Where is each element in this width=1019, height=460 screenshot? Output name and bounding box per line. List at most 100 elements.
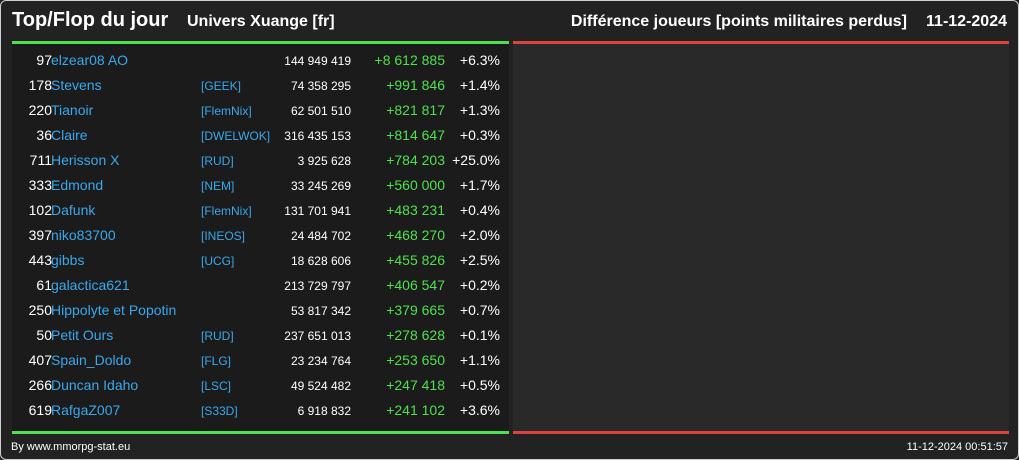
points-difference: +784 203 (386, 152, 445, 168)
points-difference: +241 102 (386, 402, 445, 418)
flop-accent-bar-bottom (513, 431, 1009, 434)
player-rank: 36 (36, 127, 52, 143)
player-name-link[interactable]: Edmond (51, 177, 104, 193)
points-difference: +8 612 885 (374, 52, 445, 68)
top-accent-bar-bottom (12, 431, 509, 434)
player-name-link[interactable]: Duncan Idaho (51, 377, 139, 393)
universe-label: Univers Xuange [fr] (187, 13, 335, 30)
alliance-link[interactable]: [FLG] (201, 354, 232, 368)
table-row: 266 Duncan Idaho [LSC] 49 524 482 +247 4… (12, 373, 509, 398)
player-points: 6 918 832 (297, 404, 351, 418)
player-rank: 711 (29, 152, 52, 168)
player-name-link[interactable]: elzear08 AO (51, 52, 129, 68)
player-rank: 97 (36, 52, 52, 68)
points-difference: +379 665 (386, 302, 445, 318)
player-points: 213 729 797 (284, 279, 351, 293)
table-row: 443 gibbs [UCG] 18 628 606 +455 826 +2.5… (12, 248, 509, 273)
points-difference: +814 647 (386, 127, 445, 143)
points-difference: +991 846 (386, 77, 445, 93)
player-name-link[interactable]: Hippolyte et Popotin (51, 302, 177, 318)
percent-change: +1.4% (459, 77, 500, 93)
player-name-link[interactable]: Dafunk (51, 202, 96, 218)
player-points: 237 651 013 (284, 329, 351, 343)
table-row: 250 Hippolyte et Popotin 53 817 342 +379… (12, 298, 509, 323)
player-points: 23 234 764 (290, 354, 351, 368)
points-difference: +278 628 (386, 327, 445, 343)
points-difference: +821 817 (386, 102, 445, 118)
player-name-link[interactable]: Claire (51, 127, 88, 143)
table-row: 102 Dafunk [FlemNix] 131 701 941 +483 23… (12, 198, 509, 223)
top-panel (12, 41, 509, 433)
table-row: 333 Edmond [NEM] 33 245 269 +560 000 +1.… (12, 173, 509, 198)
source-credit: By www.mmorpg-stat.eu (11, 441, 131, 453)
player-rank: 178 (28, 77, 52, 93)
player-rank: 333 (28, 177, 52, 193)
player-name-link[interactable]: Stevens (51, 77, 102, 93)
alliance-link[interactable]: [GEEK] (201, 79, 242, 93)
points-difference: +483 231 (386, 202, 445, 218)
flop-panel (513, 41, 1009, 433)
player-rank: 407 (28, 352, 52, 368)
alliance-link[interactable]: [INEOS] (201, 229, 246, 243)
alliance-link[interactable]: [FlemNix] (201, 104, 252, 118)
percent-change: +3.6% (459, 402, 500, 418)
table-row: 61 galactica621 213 729 797 +406 547 +0.… (12, 273, 509, 298)
percent-change: +2.5% (459, 252, 500, 268)
player-rank: 443 (28, 252, 52, 268)
table-row: 36 Claire [DWELWOK] 316 435 153 +814 647… (12, 123, 509, 148)
points-difference: +247 418 (386, 377, 445, 393)
player-rank: 220 (28, 102, 52, 118)
table-row: 711 Herisson X [RUD] 3 925 628 +784 203 … (12, 148, 509, 173)
timestamp: 11-12-2024 00:51:57 (906, 441, 1008, 453)
player-name-link[interactable]: Spain_Doldo (51, 352, 132, 368)
player-points: 33 245 269 (290, 179, 351, 193)
alliance-link[interactable]: [S33D] (201, 404, 238, 418)
player-name-link[interactable]: niko83700 (51, 227, 116, 243)
player-rank: 102 (28, 202, 52, 218)
percent-change: +2.0% (459, 227, 500, 243)
points-difference: +253 650 (386, 352, 445, 368)
points-difference: +455 826 (386, 252, 445, 268)
player-points: 74 358 295 (290, 79, 351, 93)
percent-change: +25.0% (452, 152, 500, 168)
percent-change: +1.1% (459, 352, 500, 368)
player-points: 53 817 342 (290, 304, 351, 318)
player-rank: 619 (28, 402, 52, 418)
table-row: 97 elzear08 AO 144 949 419 +8 612 885 +6… (12, 48, 509, 73)
percent-change: +0.1% (459, 327, 500, 343)
alliance-link[interactable]: [NEM] (201, 179, 235, 193)
header: Top/Flop du jour Univers Xuange [fr] Dif… (1, 1, 1018, 41)
player-rank: 50 (36, 327, 52, 343)
alliance-link[interactable]: [LSC] (201, 379, 232, 393)
percent-change: +0.4% (459, 202, 500, 218)
player-name-link[interactable]: galactica621 (51, 277, 130, 293)
page-title: Top/Flop du jour (12, 9, 169, 31)
alliance-link[interactable]: [RUD] (201, 329, 234, 343)
player-rank: 266 (28, 377, 52, 393)
alliance-link[interactable]: [DWELWOK] (201, 129, 271, 143)
percent-change: +6.3% (459, 52, 500, 68)
date-label: 11-12-2024 (926, 13, 1007, 30)
alliance-link[interactable]: [FlemNix] (201, 204, 252, 218)
table-row: 397 niko83700 [INEOS] 24 484 702 +468 27… (12, 223, 509, 248)
player-points: 3 925 628 (297, 154, 351, 168)
player-rank: 397 (28, 227, 52, 243)
metric-label: Différence joueurs [points militaires pe… (570, 13, 907, 30)
player-rank: 250 (28, 302, 52, 318)
player-name-link[interactable]: RafgaZ007 (51, 402, 121, 418)
player-name-link[interactable]: gibbs (51, 252, 85, 268)
player-points: 24 484 702 (290, 229, 351, 243)
player-name-link[interactable]: Tianoir (51, 102, 94, 118)
player-points: 49 524 482 (290, 379, 351, 393)
percent-change: +0.2% (459, 277, 500, 293)
percent-change: +0.3% (459, 127, 500, 143)
player-name-link[interactable]: Herisson X (51, 152, 120, 168)
table-row: 220 Tianoir [FlemNix] 62 501 510 +821 81… (12, 98, 509, 123)
percent-change: +1.7% (459, 177, 500, 193)
player-points: 144 949 419 (284, 54, 351, 68)
table-row: 50 Petit Ours [RUD] 237 651 013 +278 628… (12, 323, 509, 348)
alliance-link[interactable]: [UCG] (201, 254, 235, 268)
alliance-link[interactable]: [RUD] (201, 154, 234, 168)
player-name-link[interactable]: Petit Ours (51, 327, 114, 343)
